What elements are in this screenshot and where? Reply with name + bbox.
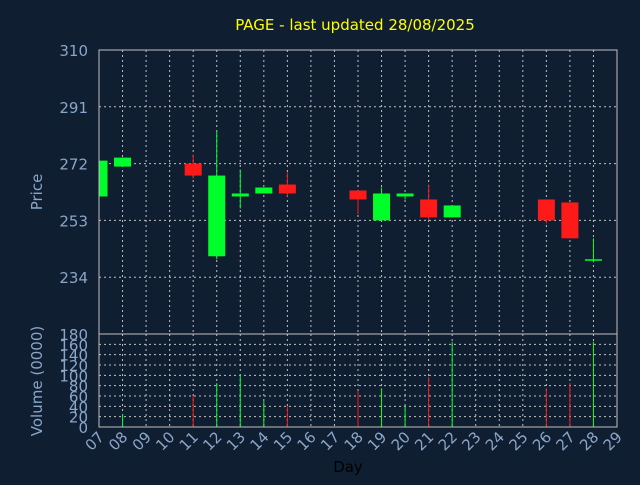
x-tick-label: 08 (105, 428, 131, 454)
price-tick-label: 234 (59, 269, 88, 287)
x-tick-label: 23 (458, 428, 484, 454)
chart-title: PAGE - last updated 28/08/2025 (235, 16, 475, 34)
price-tick-label: 310 (59, 42, 88, 60)
x-tick-label: 29 (600, 428, 626, 454)
x-tick-label: 24 (482, 428, 508, 454)
candle-body (231, 193, 249, 197)
candles (98, 130, 602, 263)
x-tick-label: 09 (129, 428, 155, 454)
x-tick-label: 19 (364, 428, 390, 454)
volume-tick-label: 120 (59, 357, 88, 375)
candle-body (349, 190, 367, 200)
price-axis: 310 291 272 253 234 (59, 42, 88, 287)
candle-body (255, 187, 273, 194)
candle-body (420, 199, 438, 218)
volume-bars (122, 341, 594, 427)
price-tick-label: 291 (59, 99, 88, 117)
volume-tick-label: 20 (69, 409, 88, 427)
x-tick-label: 16 (294, 428, 320, 454)
candle-body (373, 193, 391, 221)
volume-tick-label: 40 (69, 398, 88, 416)
x-tick-label: 26 (529, 428, 555, 454)
volume-tick-label: 180 (59, 326, 88, 344)
x-tick-label: 18 (341, 428, 367, 454)
candle-body (584, 259, 602, 261)
x-axis: 0708091011121314151617181920212223242526… (82, 428, 626, 454)
x-tick-label: 28 (576, 428, 602, 454)
x-tick-label: 13 (223, 428, 249, 454)
volume-tick-label: 140 (59, 347, 88, 365)
volume-tick-label: 60 (69, 388, 88, 406)
candle-body (99, 160, 108, 197)
candle-body (114, 157, 132, 167)
candle-body (537, 199, 555, 221)
candle-body (278, 184, 296, 194)
x-tick-label: 12 (199, 428, 225, 454)
volume-tick-label: 100 (59, 367, 88, 385)
x-tick-label: 25 (505, 428, 531, 454)
x-tick-label: 20 (388, 428, 414, 454)
price-tick-label: 272 (59, 156, 88, 174)
candle-body (396, 193, 414, 197)
x-tick-label: 22 (435, 428, 461, 454)
candle-body (443, 205, 461, 218)
volume-tick-label: 80 (69, 378, 88, 396)
x-tick-label: 17 (317, 428, 343, 454)
volume-axis-label: Volume (0000) (28, 326, 46, 436)
candle-body (561, 202, 579, 239)
volume-panel-frame (98, 333, 618, 428)
price-axis-label: Price (28, 174, 46, 211)
x-tick-label: 15 (270, 428, 296, 454)
x-axis-label: Day (333, 458, 363, 476)
volume-tick-label: 0 (78, 419, 88, 437)
x-tick-label: 14 (246, 428, 272, 454)
x-tick-label: 10 (152, 428, 178, 454)
price-tick-label: 253 (59, 212, 88, 230)
candle-body (184, 163, 202, 176)
price-grid (98, 49, 618, 334)
x-tick-label: 21 (411, 428, 437, 454)
candle-body (208, 175, 226, 257)
volume-tick-label: 160 (59, 336, 88, 354)
x-tick-label: 11 (176, 428, 202, 454)
x-tick-label: 27 (553, 428, 579, 454)
